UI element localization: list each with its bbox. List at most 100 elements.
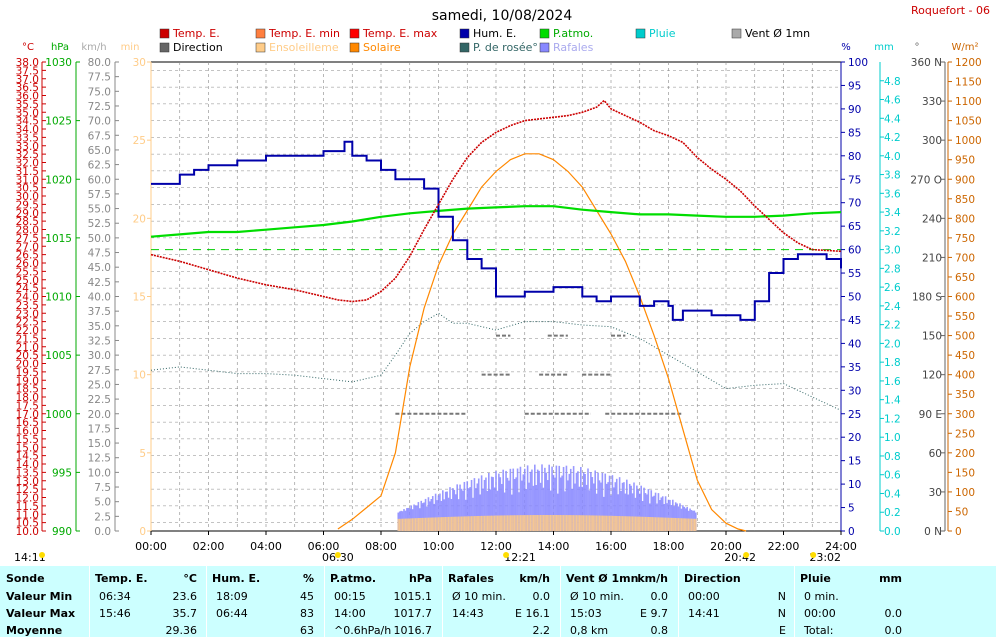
wind-axis-tick-label: 25.0 (88, 379, 111, 391)
x-tick-label: 20:00 (710, 540, 742, 553)
min-axis-tick-label: 15 (133, 292, 146, 304)
x-tick-label: 06:00 (308, 540, 340, 553)
table-header: Vent Ø 1mn (566, 572, 639, 585)
rain-axis-tick-label: 2.4 (884, 301, 901, 313)
table-header-unit: mm (879, 572, 902, 585)
temp-axis-tick-label: 30.5 (16, 183, 39, 195)
temp-axis-tick-label: 11.0 (16, 509, 39, 521)
solar-axis-tick-label: 350 (955, 389, 975, 401)
temp-axis-tick-label: 29.0 (16, 208, 39, 220)
table-cell: 00:15 (334, 590, 366, 603)
column-separator (324, 566, 325, 637)
column-separator (89, 566, 90, 637)
solar-axis-tick-label: 600 (955, 292, 975, 304)
table-cell: 00:00 (688, 590, 720, 603)
sunset-icon (743, 552, 750, 558)
rain-axis-tick-label: 1.4 (884, 395, 901, 407)
temp-axis-tick-label: 35.5 (16, 99, 39, 111)
weather-chart: samedi, 10/08/2024 Roquefort - 06 Temp. … (14, 4, 990, 564)
x-tick-label: 24:00 (825, 540, 857, 553)
temp-axis-tick-label: 22.0 (16, 325, 39, 337)
humidity-axis-tick-label: 55 (848, 268, 861, 280)
humidity-axis-tick-label: 5 (848, 503, 855, 515)
legend-label: Ensoleilleme (269, 41, 339, 54)
temp-axis-tick-label: 16.5 (16, 417, 39, 429)
min-axis-tick-label: 10 (133, 370, 146, 382)
axes: 10.010.511.011.512.012.513.013.514.014.5… (16, 57, 982, 538)
wind-axis-tick-label: 40.0 (88, 292, 111, 304)
humidity-axis-tick-label: 100 (848, 57, 868, 69)
moonset-label: 23:02 (809, 551, 841, 564)
table-header-unit: hPa (408, 572, 432, 585)
table-header-unit: °C (183, 572, 197, 585)
humidity-axis-tick-label: 70 (848, 198, 861, 210)
wind-axis-tick-label: 70.0 (88, 116, 111, 128)
axis-unit: °C (22, 42, 34, 53)
legend-label: Temp. E. (172, 27, 220, 40)
table-cell-value: 0.0 (884, 607, 903, 620)
x-tick-label: 00:00 (135, 540, 167, 553)
temp-axis-tick-label: 25.5 (16, 266, 39, 278)
axis-unit: km/h (81, 42, 106, 53)
solar-axis-tick-label: 50 (955, 506, 968, 518)
rain-axis-tick-label: 0.6 (884, 470, 901, 482)
temp-axis-tick-label: 34.0 (16, 124, 39, 136)
wind-axis-tick-label: 80.0 (88, 57, 111, 69)
solar-axis-tick-label: 800 (955, 213, 975, 225)
rain-axis-tick-label: 3.0 (884, 245, 901, 257)
wind-axis-tick-label: 5.0 (94, 497, 111, 509)
wind-axis-tick-label: 45.0 (88, 262, 111, 274)
table-header: Direction (684, 572, 741, 585)
dewpoint-series (150, 312, 842, 411)
column-separator (442, 566, 443, 637)
table-cell: 14:43 (452, 607, 484, 620)
humidity-axis-tick-label: 50 (848, 292, 861, 304)
x-tick-label: 12:00 (480, 540, 512, 553)
table-cell: Ø 10 min. (570, 590, 624, 603)
rain-axis-tick-label: 2.8 (884, 263, 901, 275)
table-cell-value: 0.0 (532, 590, 551, 603)
humidity-axis-tick-label: 80 (848, 151, 861, 163)
solar-axis-tick-label: 1200 (955, 57, 982, 69)
temp-axis-tick-label: 14.5 (16, 451, 39, 463)
legend-swatch (459, 42, 470, 53)
x-tick-label: 14:00 (538, 540, 570, 553)
table-cell: 18:09 (216, 590, 248, 603)
solar-axis-tick-label: 1100 (955, 96, 982, 108)
table-cell-value: 1015.1 (393, 590, 433, 603)
rain-axis-tick-label: 1.2 (884, 413, 901, 425)
wind-axis-tick-label: 60.0 (88, 174, 111, 186)
temp-axis-tick-label: 12.5 (16, 484, 39, 496)
humidity-axis-tick-label: 60 (848, 245, 861, 257)
direction-axis-tick-label: 330 (922, 96, 942, 108)
column-separator (794, 566, 795, 637)
humidity-axis-tick-label: 35 (848, 362, 861, 374)
direction-axis-tick-label: 270 O (910, 174, 942, 186)
column-separator (206, 566, 207, 637)
table-cell-value: 0.0 (650, 590, 669, 603)
column-separator (678, 566, 679, 637)
humidity-axis-tick-label: 30 (848, 385, 861, 397)
legend-swatch (635, 28, 646, 39)
solar-axis-tick-label: 650 (955, 272, 975, 284)
x-tick-label: 22:00 (768, 540, 800, 553)
wind-axis-tick-label: 0.0 (94, 526, 111, 538)
temp-axis-tick-label: 10.0 (16, 526, 39, 538)
wind-axis-tick-label: 75.0 (88, 86, 111, 98)
table-cell: Ø 10 min. (452, 590, 506, 603)
humidity-series (151, 140, 842, 321)
pressure-axis-tick-label: 995 (52, 467, 72, 479)
direction-axis-tick-label: 30 (929, 487, 942, 499)
legend-swatch (159, 28, 170, 39)
table-cell: 14:41 (688, 607, 720, 620)
temp-axis-tick-label: 37.5 (16, 65, 39, 77)
direction-axis-tick-label: 210 (922, 252, 942, 264)
table-cell-value: N (777, 590, 786, 603)
table-cell-value: N (777, 607, 786, 620)
wind-axis-tick-label: 15.0 (88, 438, 111, 450)
table-header: Pluie (800, 572, 831, 585)
temp-axis-tick-label: 37.0 (16, 74, 39, 86)
pressure-axis-tick-label: 1015 (45, 233, 72, 245)
solar-series (337, 153, 747, 532)
x-tick-label: 10:00 (423, 540, 455, 553)
